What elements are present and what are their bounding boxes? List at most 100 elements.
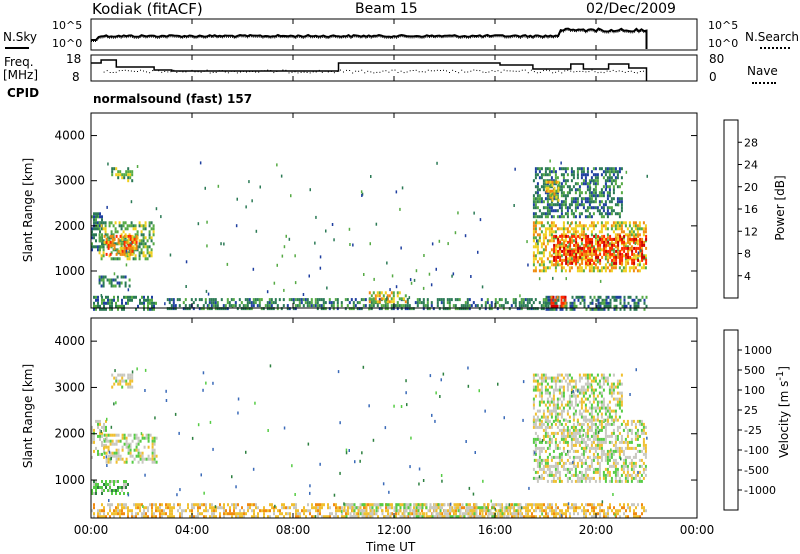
nave-dot [285,69,287,71]
freq-label: Freq. [4,55,34,69]
power-yticks: 1000 2000 3000 4000 [54,129,697,278]
nave-dot [312,71,314,73]
power-region [103,234,138,256]
nave-dot [146,71,147,73]
freq-line [91,59,648,81]
nave-dot [233,70,235,72]
nave-dot [418,71,420,73]
nave-dot [170,71,172,73]
velocity-ytick-label: 4000 [54,334,85,348]
nave-dot [188,70,190,72]
nave-dot [543,70,544,72]
freq-left-tick-bottom: 8 [72,70,80,84]
velocity-colorbar-tick-label: 500 [744,364,765,377]
nave-dot [267,69,269,71]
nsearch-label: N.Search [745,30,800,44]
nave-dot [488,71,490,73]
nave-dot [221,70,223,72]
nave-dot [615,71,617,73]
nave-dot [546,69,547,71]
nave-dot [397,72,399,73]
nave-dot [179,70,181,72]
nave-dot [291,71,293,73]
x-tick-label: 00:00 [680,523,715,537]
nave-dot [582,70,584,72]
nave-dot [112,72,114,73]
power-colorbar-frame [723,119,739,299]
noise-left-tick-top: 10^5 [52,19,83,32]
nave-dot [252,71,254,72]
freq-right-tick-top: 80 [709,52,725,66]
velocity-colorbar-tick-label: 25 [744,404,758,417]
x-tick-label: 16:00 [478,523,513,537]
nave-dot [361,69,363,71]
nave-dot [209,72,211,74]
nave-dot [461,69,463,71]
cpid-label: CPID [7,86,40,100]
nave-dot [227,72,229,74]
nave-dot [506,70,508,72]
nave-dot [643,70,644,72]
nave-dot [203,70,205,72]
nave-dot [458,72,460,74]
power-region [532,167,623,219]
nave-dot [133,70,135,72]
nave-dots [103,69,647,74]
power-region [166,298,547,311]
nave-dot [340,69,341,71]
nave-dot [261,70,263,72]
nave-dot [400,70,402,72]
velocity-region [343,503,522,519]
velocity-colorbar-tick-label: -25 [744,424,762,437]
nave-dot [164,71,166,72]
nave-dot [479,70,481,72]
nave-dot [206,69,208,71]
nsky-label: N.Sky [3,30,38,44]
nave-dot [509,70,511,72]
power-colorbar-tick-label: 8 [744,248,751,261]
nave-dot [346,69,347,71]
nave-dot [588,71,590,73]
nave-dot [330,71,332,72]
nave-dot [194,71,196,73]
nave-dot [297,72,299,74]
power-colorbar-tick-label: 12 [744,225,758,238]
velocity-region [532,419,647,483]
power-colorbar-tick-label: 4 [744,270,751,283]
nave-dot [497,70,499,72]
nave-dot [555,71,557,73]
x-axis-ticks: 00:00 04:00 08:00 12:00 16:00 20:00 00:00 [74,19,715,537]
nave-dot [521,69,523,71]
velocity-ytick-label: 1000 [54,473,85,487]
nave-dot [600,71,602,73]
nave-dot [224,71,226,73]
nave-dot [449,72,450,73]
nave-dot [612,69,614,71]
velocity-ytick-label: 3000 [54,380,85,394]
nave-dot [230,70,232,72]
nave-dot [412,70,414,71]
velocity-panel-frame [90,317,698,519]
power-region [111,167,134,183]
nave-dot [591,69,593,71]
nave-dot [585,71,587,73]
nave-dot [130,70,132,72]
power-heatmap [91,159,648,311]
nave-dot [167,71,169,73]
nave-dot [376,71,378,73]
velocity-region [532,373,623,422]
nave-dot [424,71,426,73]
nave-dot [430,70,432,72]
nave-dot [609,70,611,72]
nave-dot [518,70,520,72]
nave-dot [415,69,417,71]
x-tick-label: 20:00 [579,523,614,537]
nave-dot [446,70,447,72]
nave-dot [309,72,311,74]
x-tick-label: 00:00 [74,523,109,537]
nave-dot [143,70,144,72]
nave-dot [306,72,308,73]
nave-dot [379,71,381,73]
nave-dot [370,71,372,73]
nave-dot [249,71,251,73]
